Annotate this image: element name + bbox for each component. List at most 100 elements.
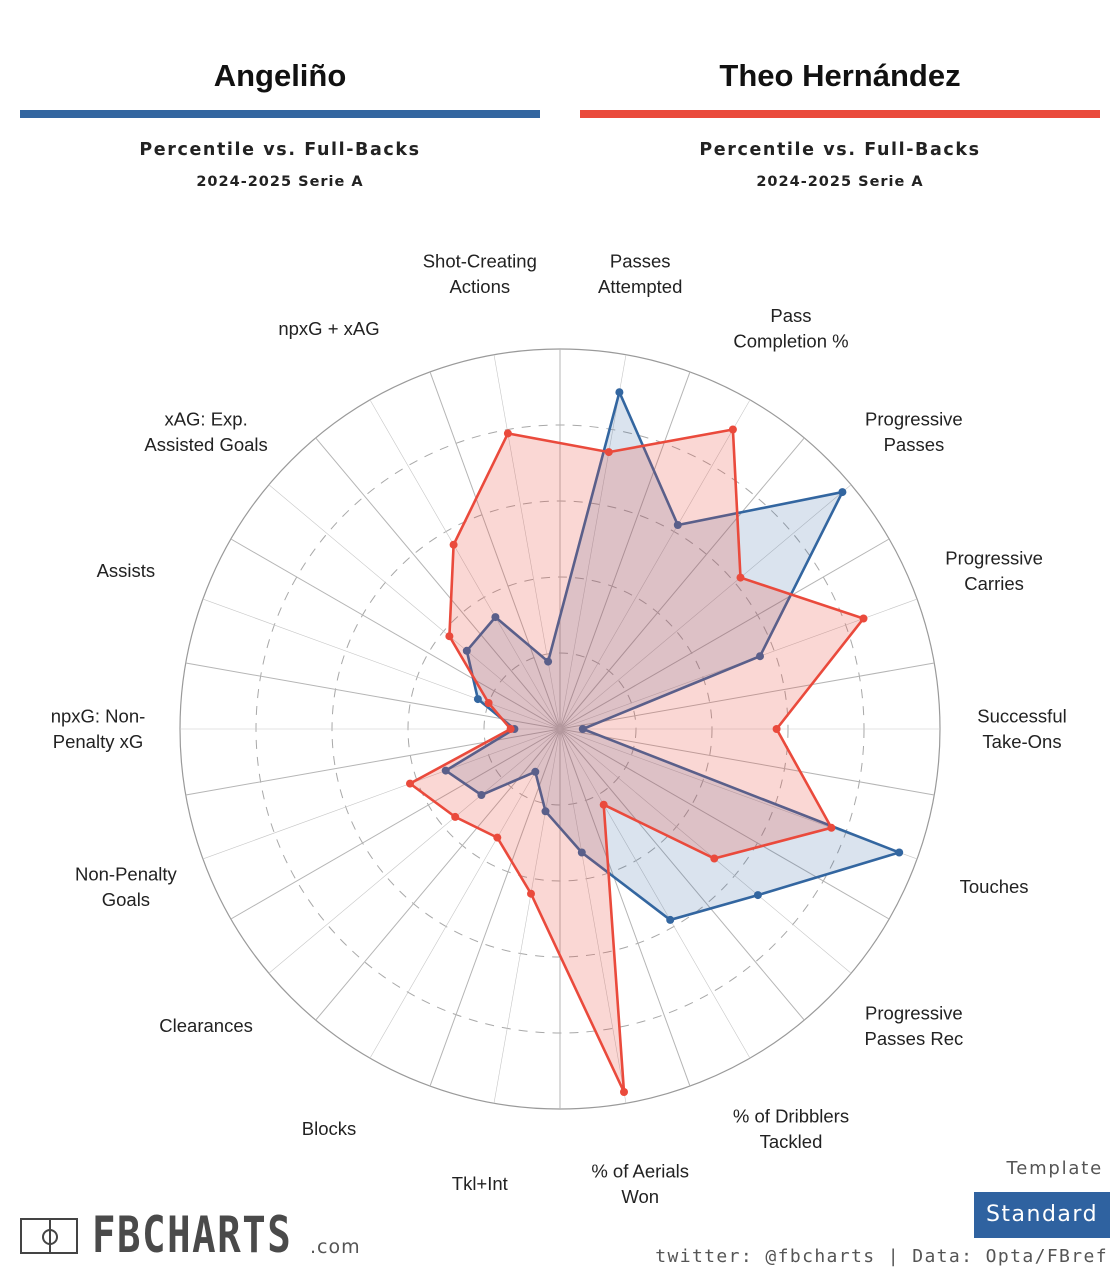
axis-label-line: Blocks — [302, 1118, 357, 1139]
axis-label-line: Goals — [102, 889, 150, 910]
data-point — [493, 833, 502, 842]
radar-axis-line — [559, 354, 627, 730]
radar-grid — [179, 348, 941, 1110]
data-point — [666, 915, 675, 924]
axis-label: Clearances — [159, 1015, 253, 1036]
axis-label-line: Penalty xG — [53, 731, 144, 752]
axis-label-line: Carries — [964, 573, 1024, 594]
radar-divider — [559, 371, 691, 730]
axis-label-line: Progressive — [945, 547, 1043, 568]
logo-wordmark: FBCHARTS — [92, 1206, 293, 1264]
radar-series — [406, 388, 904, 1096]
axis-label-line: Passes Rec — [865, 1028, 964, 1049]
radar-divider — [429, 371, 561, 730]
radar-axis-line — [559, 728, 751, 1059]
axis-label-line: npxG: Non- — [51, 705, 146, 726]
axis-label-line: Pass — [770, 305, 811, 326]
player-name-right: Theo Hernández — [719, 58, 961, 93]
data-point — [544, 657, 553, 666]
radar-axis-line — [493, 728, 561, 1104]
data-point — [506, 725, 515, 733]
logo-domain-suffix: .com — [310, 1236, 361, 1258]
axis-label: Tkl+Int — [452, 1173, 508, 1194]
data-point — [599, 800, 608, 809]
axis-label-line: Successful — [977, 705, 1066, 726]
data-point — [859, 614, 868, 623]
data-point — [736, 573, 745, 582]
axis-label: Pass Completion % — [733, 305, 848, 352]
radar-divider — [559, 728, 691, 1087]
radar-divider — [559, 728, 935, 796]
player-name-left: Angeliño — [213, 58, 347, 93]
data-point — [477, 791, 486, 799]
pitch-icon — [20, 1218, 78, 1254]
axis-label: Passes Attempted — [598, 250, 682, 297]
axis-label-line: Assisted Goals — [144, 434, 267, 455]
data-point — [503, 429, 512, 438]
data-point — [615, 388, 624, 397]
player-header-right: Theo Hernández Percentile vs. Full-Backs… — [580, 0, 1100, 190]
data-point — [895, 848, 904, 857]
axis-label-line: Completion % — [733, 331, 848, 352]
axis-label-line: npxG + xAG — [278, 318, 379, 339]
series-theo-hernandez — [406, 425, 868, 1096]
axis-label-line: xAG: Exp. — [164, 408, 247, 429]
data-point — [578, 725, 587, 733]
data-point — [673, 521, 682, 529]
axis-label-line: Shot-Creating — [423, 250, 537, 271]
radar-axis-line — [268, 484, 561, 730]
axis-label-line: Clearances — [159, 1015, 253, 1036]
player-header-left: Angeliño Percentile vs. Full-Backs 2024-… — [20, 0, 540, 190]
radar-axis-line — [202, 598, 561, 730]
axis-label-line: Non-Penalty — [75, 863, 178, 884]
data-point — [473, 695, 482, 704]
axis-label: % of Dribblers Tackled — [733, 1105, 849, 1152]
player-color-bar-right — [580, 110, 1100, 118]
template-standard-button[interactable]: Standard — [974, 1192, 1110, 1238]
radar-axis-line — [559, 728, 852, 974]
axis-label-line: Actions — [449, 276, 510, 297]
radar-axis-line — [559, 399, 751, 730]
data-point — [728, 425, 737, 434]
data-point — [577, 848, 586, 857]
axis-label-line: Attempted — [598, 276, 682, 297]
fbcharts-logo[interactable]: FBCHARTS .com — [20, 1206, 361, 1264]
axis-label: Touches — [960, 876, 1029, 897]
axis-label: % of Aerials Won — [591, 1160, 689, 1207]
axis-label-line: Progressive — [865, 408, 963, 429]
axis-label-line: Passes — [884, 434, 945, 455]
player-subtitle-right: Percentile vs. Full-Backs — [699, 140, 981, 160]
data-point — [449, 540, 458, 549]
player-subtitle-left: Percentile vs. Full-Backs — [139, 140, 421, 160]
data-point — [541, 807, 550, 816]
axis-label: Successful Take-Ons — [977, 705, 1066, 752]
radar-divider — [230, 728, 561, 920]
axis-label: Progressive Passes Rec — [865, 1002, 964, 1049]
radar-axis-line — [369, 728, 561, 1059]
data-point — [527, 889, 535, 898]
axis-label-line: Won — [621, 1186, 659, 1207]
player-season-left: 2024-2025 Serie A — [196, 174, 364, 190]
axis-label-line: Tkl+Int — [452, 1173, 508, 1194]
axis-label-line: % of Aerials — [591, 1160, 689, 1181]
data-point — [620, 1088, 628, 1096]
radar-divider — [559, 437, 805, 730]
axis-label-line: Progressive — [865, 1002, 963, 1023]
data-point — [531, 767, 540, 776]
radar-axis-line — [202, 728, 561, 860]
template-label: Template — [1006, 1158, 1103, 1179]
axis-label-line: % of Dribblers — [733, 1105, 849, 1126]
axis-label: npxG + xAG — [278, 318, 379, 339]
data-point — [441, 766, 450, 775]
axis-label: Progressive Passes — [865, 408, 963, 455]
data-point — [827, 823, 836, 832]
radar-divider — [315, 437, 561, 730]
axis-label-line: Assists — [97, 560, 156, 581]
axis-label-line: Tackled — [760, 1131, 823, 1152]
data-point — [462, 646, 471, 655]
radar-axis-line — [493, 354, 561, 730]
radar-axis-line — [369, 399, 561, 730]
radar-divider — [230, 538, 561, 730]
data-point — [491, 613, 500, 622]
data-point — [772, 725, 781, 733]
